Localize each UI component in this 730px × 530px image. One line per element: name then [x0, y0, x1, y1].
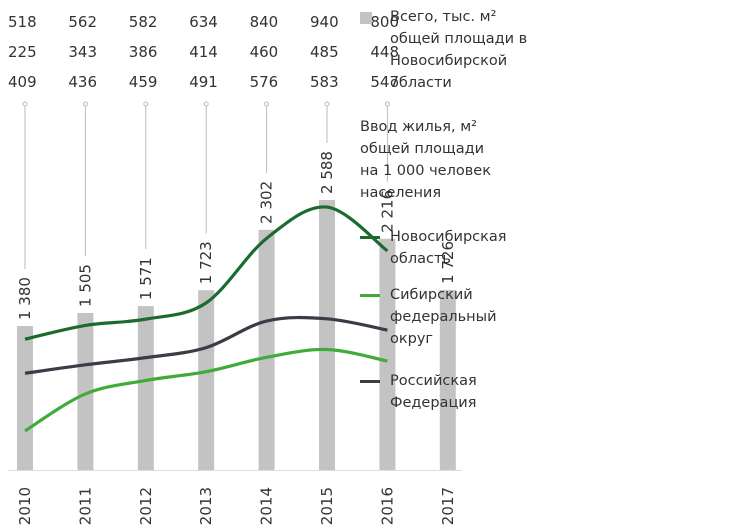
line-series: [24, 347, 388, 433]
connector-dot: [143, 101, 149, 107]
value-label: 409: [8, 73, 37, 91]
x-tick-label: 2012: [137, 487, 155, 525]
legend-label: Новосибирская область: [390, 229, 507, 267]
bar: [379, 238, 396, 470]
legend-swatch: [360, 294, 380, 297]
connector-dot: [384, 101, 390, 107]
value-label: 491: [189, 73, 218, 91]
bar-value-label: 2 216: [378, 190, 396, 233]
connector-dot: [203, 101, 209, 107]
legend-swatch: [360, 380, 380, 383]
x-tick-label: 2014: [258, 487, 276, 525]
bar-value-label: 1 571: [137, 257, 155, 300]
x-tick-label: 2017: [439, 487, 457, 525]
value-label: 386: [129, 43, 158, 61]
value-label: 634: [189, 13, 218, 31]
value-label: 582: [129, 13, 158, 31]
bar-value-label: 1 723: [197, 241, 215, 284]
bar: [198, 290, 215, 470]
bar-value-label: 1 726: [439, 241, 457, 284]
value-label: 460: [250, 43, 279, 61]
value-label: 225: [8, 43, 37, 61]
line-series: [24, 205, 389, 341]
value-label: 940: [310, 13, 339, 31]
x-tick-label: 2015: [318, 487, 336, 525]
value-label: 485: [310, 43, 339, 61]
legend-label: Российская Федерация: [390, 373, 477, 411]
connector-dot: [82, 101, 88, 107]
x-tick-label: 2013: [197, 487, 215, 525]
connector-dot: [22, 101, 28, 107]
bar: [137, 306, 154, 470]
value-label: 576: [250, 73, 279, 91]
bar: [17, 326, 33, 470]
line-series: [24, 315, 388, 375]
value-label: 583: [310, 73, 339, 91]
legend-title: Ввод жилья, м² общей площади на 1 000 че…: [360, 119, 491, 201]
connector-dot: [264, 101, 270, 107]
value-label: 547: [370, 73, 399, 91]
connector-dot: [324, 101, 330, 107]
bar: [319, 199, 335, 470]
x-tick-label: 2010: [16, 487, 34, 525]
x-tick-label: 2016: [378, 487, 396, 525]
bar: [439, 289, 456, 470]
value-label: 414: [189, 43, 218, 61]
bar: [77, 312, 94, 470]
bar-value-label: 2 302: [258, 181, 276, 224]
legend-swatch: [360, 12, 372, 24]
value-label: 562: [68, 13, 97, 31]
value-label: 800: [370, 13, 399, 31]
bar-value-label: 2 588: [318, 151, 336, 194]
value-label: 448: [370, 43, 399, 61]
x-tick-label: 2011: [76, 487, 94, 525]
value-label: 459: [129, 73, 158, 91]
value-label: 518: [8, 13, 37, 31]
value-label: 436: [68, 73, 97, 91]
legend-label: Всего, тыс. м² общей площади в Новосибир…: [390, 9, 528, 91]
legend-label: Сибирский федеральный округ: [390, 287, 497, 347]
bar-value-label: 1 380: [16, 277, 34, 320]
bar: [258, 229, 275, 470]
bar-value-label: 1 505: [76, 264, 94, 307]
legend-swatch: [360, 236, 380, 239]
value-label: 343: [68, 43, 97, 61]
value-label: 840: [250, 13, 279, 31]
